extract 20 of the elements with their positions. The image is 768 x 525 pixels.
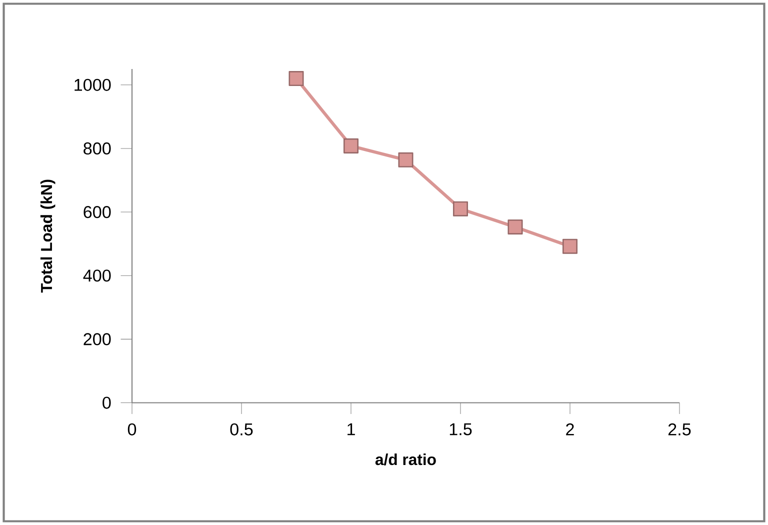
y-tick-label: 0 bbox=[102, 396, 111, 409]
point bbox=[452, 201, 468, 216]
y-tick-label: 1000 bbox=[74, 78, 111, 91]
x-axis-title: a/d ratio bbox=[375, 454, 436, 466]
y-tick-label: 800 bbox=[84, 142, 111, 155]
x-tick-label: 2 bbox=[566, 423, 574, 436]
point bbox=[398, 152, 414, 168]
y-tick-label: 600 bbox=[84, 206, 111, 218]
x-tick-label: 1.5 bbox=[450, 423, 472, 436]
point bbox=[562, 238, 578, 254]
y-tick-label: 400 bbox=[83, 270, 111, 282]
point bbox=[343, 138, 359, 154]
point bbox=[508, 219, 523, 234]
x-tick-label: 1 bbox=[348, 423, 355, 436]
point bbox=[288, 71, 304, 86]
y-tick-label: 200 bbox=[84, 333, 111, 346]
x-tick-label: 2.5 bbox=[668, 423, 691, 436]
x-tick-label: 0.5 bbox=[230, 423, 253, 436]
x-tick-label: 0 bbox=[128, 423, 136, 436]
y-axis-title: Total Load (kN) bbox=[40, 180, 56, 293]
